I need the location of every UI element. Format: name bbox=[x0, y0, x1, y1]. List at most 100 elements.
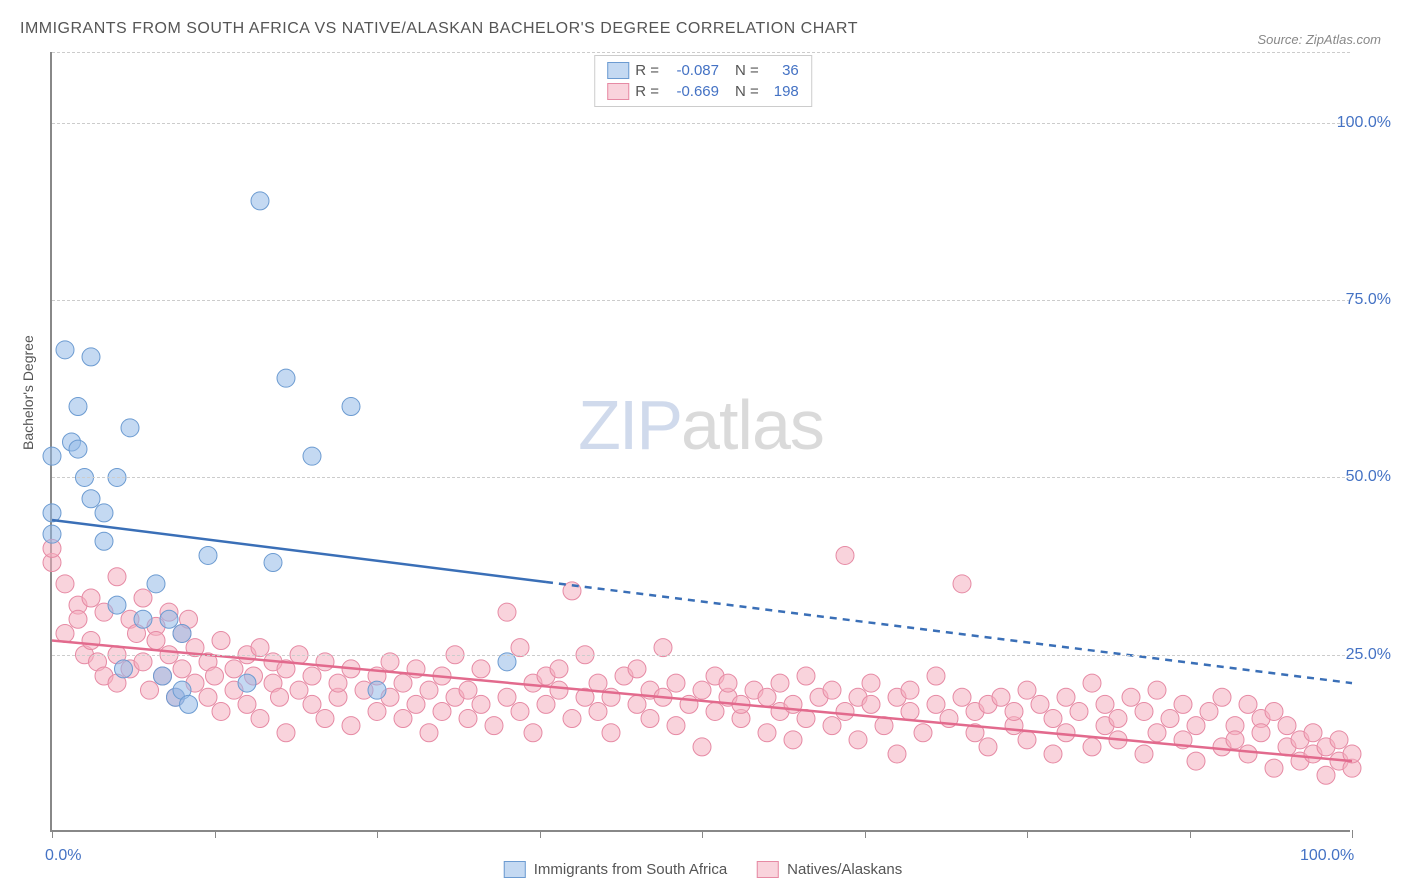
data-point bbox=[212, 702, 230, 720]
data-point bbox=[1187, 752, 1205, 770]
x-tick bbox=[1190, 830, 1191, 838]
data-point bbox=[1057, 724, 1075, 742]
data-point bbox=[797, 667, 815, 685]
data-point bbox=[82, 589, 100, 607]
x-tick-label: 0.0% bbox=[45, 847, 81, 865]
data-point bbox=[1018, 731, 1036, 749]
data-point bbox=[1239, 695, 1257, 713]
x-tick-label: 100.0% bbox=[1300, 847, 1354, 865]
data-point bbox=[1122, 688, 1140, 706]
legend-r-value: -0.669 bbox=[665, 83, 719, 100]
legend-n-label: N = bbox=[735, 83, 759, 100]
data-point bbox=[628, 660, 646, 678]
data-point bbox=[758, 688, 776, 706]
data-point bbox=[82, 490, 100, 508]
legend-r-value: -0.087 bbox=[665, 62, 719, 79]
data-point bbox=[706, 702, 724, 720]
data-point bbox=[1031, 695, 1049, 713]
data-point bbox=[342, 717, 360, 735]
data-point bbox=[550, 660, 568, 678]
data-point bbox=[1317, 766, 1335, 784]
data-point bbox=[251, 710, 269, 728]
series-legend: Immigrants from South AfricaNatives/Alas… bbox=[504, 861, 902, 878]
data-point bbox=[1213, 688, 1231, 706]
data-point bbox=[115, 660, 133, 678]
data-point bbox=[1057, 688, 1075, 706]
data-point bbox=[1044, 745, 1062, 763]
data-point bbox=[303, 695, 321, 713]
data-point bbox=[134, 589, 152, 607]
data-point bbox=[206, 667, 224, 685]
data-point bbox=[667, 717, 685, 735]
data-point bbox=[238, 695, 256, 713]
data-point bbox=[420, 681, 438, 699]
data-point bbox=[290, 681, 308, 699]
x-tick bbox=[540, 830, 541, 838]
data-point bbox=[1148, 681, 1166, 699]
legend-row: R = -0.669 N = 198 bbox=[607, 81, 799, 102]
legend-swatch bbox=[504, 861, 526, 878]
data-point bbox=[251, 192, 269, 210]
plot-area: ZIPatlas bbox=[50, 52, 1350, 832]
data-point bbox=[914, 724, 932, 742]
data-point bbox=[953, 575, 971, 593]
data-point bbox=[784, 731, 802, 749]
data-point bbox=[693, 681, 711, 699]
data-point bbox=[524, 724, 542, 742]
data-point bbox=[771, 674, 789, 692]
data-point bbox=[862, 674, 880, 692]
data-point bbox=[277, 724, 295, 742]
legend-row: R = -0.087 N = 36 bbox=[607, 60, 799, 81]
data-point bbox=[1304, 724, 1322, 742]
data-point bbox=[953, 688, 971, 706]
data-point bbox=[1330, 731, 1348, 749]
source-label: Source: ZipAtlas.com bbox=[1257, 32, 1381, 47]
legend-n-value: 198 bbox=[765, 83, 799, 100]
x-tick bbox=[215, 830, 216, 838]
data-point bbox=[199, 688, 217, 706]
data-point bbox=[602, 724, 620, 742]
data-point bbox=[160, 610, 178, 628]
data-point bbox=[108, 596, 126, 614]
x-tick bbox=[1027, 830, 1028, 838]
data-point bbox=[472, 695, 490, 713]
regression-line bbox=[52, 520, 546, 582]
data-point bbox=[1044, 710, 1062, 728]
y-axis-label: Bachelor's Degree bbox=[20, 335, 36, 450]
data-point bbox=[1096, 695, 1114, 713]
legend-n-label: N = bbox=[735, 62, 759, 79]
data-point bbox=[901, 681, 919, 699]
data-point bbox=[147, 632, 165, 650]
data-point bbox=[1109, 710, 1127, 728]
data-point bbox=[43, 504, 61, 522]
data-point bbox=[1278, 717, 1296, 735]
data-point bbox=[43, 447, 61, 465]
data-point bbox=[56, 575, 74, 593]
x-tick bbox=[1352, 830, 1353, 838]
data-point bbox=[43, 525, 61, 543]
data-point bbox=[1252, 724, 1270, 742]
data-point bbox=[693, 738, 711, 756]
data-point bbox=[1161, 710, 1179, 728]
data-point bbox=[1187, 717, 1205, 735]
data-point bbox=[264, 554, 282, 572]
x-tick bbox=[702, 830, 703, 838]
data-point bbox=[271, 688, 289, 706]
gridline bbox=[52, 123, 1350, 124]
data-point bbox=[901, 702, 919, 720]
data-point bbox=[329, 674, 347, 692]
data-point bbox=[134, 610, 152, 628]
data-point bbox=[927, 667, 945, 685]
data-point bbox=[420, 724, 438, 742]
data-point bbox=[862, 695, 880, 713]
data-point bbox=[82, 348, 100, 366]
data-point bbox=[141, 681, 159, 699]
data-point bbox=[823, 717, 841, 735]
data-point bbox=[180, 695, 198, 713]
data-point bbox=[563, 710, 581, 728]
gridline bbox=[52, 300, 1350, 301]
data-point bbox=[1018, 681, 1036, 699]
data-point bbox=[1265, 759, 1283, 777]
data-point bbox=[82, 632, 100, 650]
data-point bbox=[888, 745, 906, 763]
